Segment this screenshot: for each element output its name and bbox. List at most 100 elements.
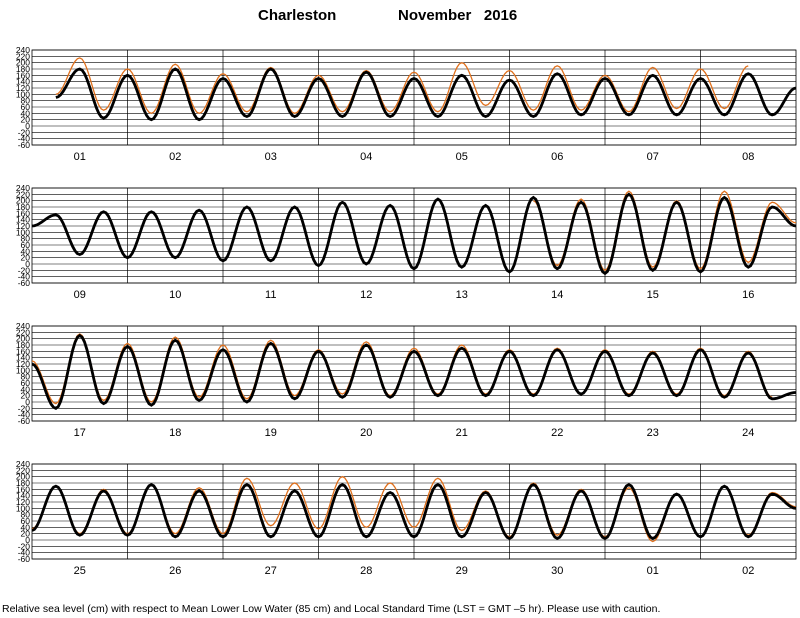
day-tick-label: 08 bbox=[742, 151, 754, 163]
day-tick-label: 02 bbox=[742, 565, 754, 577]
y-tick-label: 180 bbox=[16, 64, 30, 74]
day-tick-label: 07 bbox=[647, 151, 659, 163]
y-tick-label: 220 bbox=[16, 51, 30, 61]
y-tick-label: -20 bbox=[18, 541, 31, 551]
y-tick-label: 160 bbox=[16, 208, 30, 218]
y-tick-label: 140 bbox=[16, 491, 30, 501]
plot-frame bbox=[31, 49, 797, 146]
chart-title-station: Charleston bbox=[258, 7, 336, 24]
panel-3: 240220200180160140120100806040200-20-40-… bbox=[16, 321, 797, 439]
day-tick-label: 18 bbox=[169, 427, 181, 439]
day-tick-label: 14 bbox=[551, 289, 563, 301]
panel-1: 240220200180160140120100806040200-20-40-… bbox=[16, 45, 797, 163]
y-tick-label: 100 bbox=[16, 503, 30, 513]
day-tick-label: 23 bbox=[647, 427, 659, 439]
y-tick-label: 120 bbox=[16, 83, 30, 93]
day-tick-label: 03 bbox=[265, 151, 277, 163]
y-tick-label: 60 bbox=[21, 378, 31, 388]
chart-panels: 240220200180160140120100806040200-20-40-… bbox=[16, 45, 797, 577]
y-tick-label: 80 bbox=[21, 234, 31, 244]
day-tick-label: 30 bbox=[551, 565, 563, 577]
y-tick-label: -60 bbox=[18, 278, 31, 288]
day-tick-label: 20 bbox=[360, 427, 372, 439]
y-tick-label: -60 bbox=[18, 554, 31, 564]
y-tick-label: 40 bbox=[21, 246, 31, 256]
y-tick-label: 220 bbox=[16, 189, 30, 199]
y-tick-label: 180 bbox=[16, 478, 30, 488]
day-tick-label: 10 bbox=[169, 289, 181, 301]
y-tick-label: -40 bbox=[18, 134, 31, 144]
series-line-predicted bbox=[32, 333, 796, 410]
y-tick-label: 200 bbox=[16, 472, 30, 482]
day-tick-label: 16 bbox=[742, 289, 754, 301]
plot-frame bbox=[31, 325, 797, 422]
y-tick-label: -20 bbox=[18, 265, 31, 275]
day-tick-label: 01 bbox=[647, 565, 659, 577]
day-tick-label: 22 bbox=[551, 427, 563, 439]
y-tick-label: 20 bbox=[21, 253, 31, 263]
y-tick-label: 160 bbox=[16, 70, 30, 80]
y-tick-label: 160 bbox=[16, 484, 30, 494]
day-tick-label: 26 bbox=[169, 565, 181, 577]
y-tick-label: 220 bbox=[16, 327, 30, 337]
y-tick-label: 200 bbox=[16, 334, 30, 344]
panel-4: 240220200180160140120100806040200-20-40-… bbox=[16, 459, 797, 577]
y-tick-label: 180 bbox=[16, 202, 30, 212]
y-tick-label: 240 bbox=[16, 183, 30, 193]
day-tick-label: 04 bbox=[360, 151, 372, 163]
y-tick-label: 60 bbox=[21, 516, 31, 526]
day-tick-label: 01 bbox=[74, 151, 86, 163]
day-tick-label: 19 bbox=[265, 427, 277, 439]
y-tick-label: 80 bbox=[21, 96, 31, 106]
day-tick-label: 21 bbox=[456, 427, 468, 439]
y-tick-label: 200 bbox=[16, 58, 30, 68]
y-tick-label: 220 bbox=[16, 465, 30, 475]
y-tick-label: 40 bbox=[21, 522, 31, 532]
y-tick-label: 120 bbox=[16, 497, 30, 507]
y-tick-label: 80 bbox=[21, 372, 31, 382]
plot-frame bbox=[31, 187, 797, 284]
y-tick-label: 0 bbox=[25, 121, 30, 131]
chart-title-period: November 2016 bbox=[398, 7, 517, 24]
series-line-predicted bbox=[55, 67, 796, 122]
y-tick-label: 240 bbox=[16, 45, 30, 55]
y-tick-label: -20 bbox=[18, 403, 31, 413]
y-tick-label: 140 bbox=[16, 215, 30, 225]
series-line-predicted bbox=[32, 482, 796, 540]
day-tick-label: 15 bbox=[647, 289, 659, 301]
y-tick-label: -40 bbox=[18, 410, 31, 420]
y-tick-label: 200 bbox=[16, 196, 30, 206]
y-tick-label: -60 bbox=[18, 416, 31, 426]
y-tick-label: 140 bbox=[16, 77, 30, 87]
y-tick-label: -40 bbox=[18, 272, 31, 282]
day-tick-label: 05 bbox=[456, 151, 468, 163]
day-tick-label: 13 bbox=[456, 289, 468, 301]
day-tick-label: 11 bbox=[265, 289, 276, 301]
y-tick-label: 0 bbox=[25, 397, 30, 407]
y-tick-label: -40 bbox=[18, 548, 31, 558]
y-tick-label: 120 bbox=[16, 359, 30, 369]
y-tick-label: 100 bbox=[16, 227, 30, 237]
y-tick-label: 20 bbox=[21, 529, 31, 539]
y-tick-label: 120 bbox=[16, 221, 30, 231]
day-tick-label: 12 bbox=[360, 289, 372, 301]
y-tick-label: 160 bbox=[16, 346, 30, 356]
y-tick-label: 140 bbox=[16, 353, 30, 363]
y-tick-label: 240 bbox=[16, 459, 30, 469]
y-tick-label: 80 bbox=[21, 510, 31, 520]
y-tick-label: 0 bbox=[25, 259, 30, 269]
day-tick-label: 02 bbox=[169, 151, 181, 163]
day-tick-label: 09 bbox=[74, 289, 86, 301]
series-line-predicted bbox=[32, 192, 796, 276]
day-tick-label: 06 bbox=[551, 151, 563, 163]
y-tick-label: 0 bbox=[25, 535, 30, 545]
day-tick-label: 27 bbox=[265, 565, 277, 577]
plot-frame bbox=[31, 463, 797, 560]
y-tick-label: 40 bbox=[21, 384, 31, 394]
y-tick-label: 60 bbox=[21, 240, 31, 250]
day-tick-label: 25 bbox=[74, 565, 86, 577]
y-tick-label: -20 bbox=[18, 127, 31, 137]
day-tick-label: 29 bbox=[456, 565, 468, 577]
y-tick-label: -60 bbox=[18, 140, 31, 150]
